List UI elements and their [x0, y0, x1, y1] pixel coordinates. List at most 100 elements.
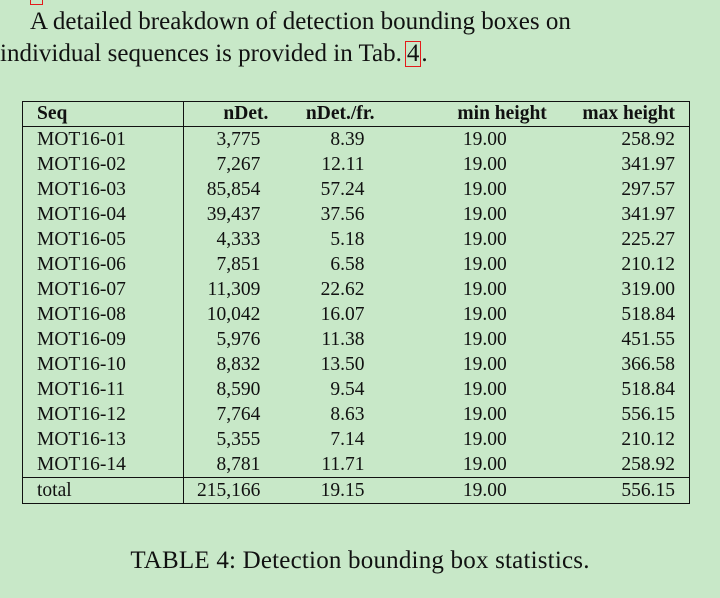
table-total-row: total 215,166 19.15 19.00 556.15: [22, 477, 690, 504]
cell-seq: MOT16-10: [22, 352, 185, 377]
cell-ndet-per-frame: 8.39: [330, 129, 365, 150]
header-seq: Seq: [22, 101, 185, 127]
cell-max-height: 341.97: [621, 154, 675, 175]
cell-max-height: 451.55: [621, 329, 675, 350]
cell-max-height: 297.57: [621, 179, 675, 200]
cell-min-height: 19.00: [462, 429, 507, 450]
cell-ndet-per-frame: 8.63: [330, 404, 365, 425]
cell-seq: MOT16-07: [22, 277, 185, 302]
total-max-height: 556.15: [568, 477, 690, 504]
cell-max-height: 258.92: [621, 129, 675, 150]
cell-max-height: 210.12: [621, 254, 675, 275]
cell-min-height: 19.00: [462, 179, 507, 200]
table-row: MOT16-07 11,309 22.62 19.00 319.00: [22, 277, 690, 302]
cell-ndet: 7,851: [216, 254, 261, 275]
total-ndet-per-frame: 19.15: [278, 477, 391, 504]
cell-seq: MOT16-04: [22, 202, 185, 227]
cell-seq: MOT16-11: [22, 377, 185, 402]
table-body: MOT16-01 3,775 8.39 19.00 258.92 MOT16-02 7,26…: [22, 126, 690, 478]
cell-min-height: 19.00: [462, 454, 507, 475]
cell-ndet-per-frame: 11.71: [321, 454, 365, 475]
cell-max-height: 258.92: [621, 454, 675, 475]
cell-ndet: 4,333: [216, 229, 261, 250]
cell-ndet: 3,775: [216, 129, 261, 150]
cell-ndet: 7,267: [216, 154, 261, 175]
table-row: MOT16-12 7,764 8.63 19.00 556.15: [22, 402, 690, 427]
table-row: MOT16-11 8,590 9.54 19.00 518.84: [22, 377, 690, 402]
cell-ndet-per-frame: 57.24: [320, 179, 365, 200]
clipped-reference-link-box[interactable]: [30, 0, 43, 5]
header-ndet: nDet.: [183, 101, 279, 127]
total-ndet: 215,166: [183, 477, 279, 504]
cell-ndet: 39,437: [206, 204, 261, 225]
cell-ndet-per-frame: 37.56: [320, 204, 365, 225]
cell-min-height: 19.00: [462, 329, 507, 350]
cell-ndet-per-frame: 22.62: [320, 279, 365, 300]
cell-ndet-per-frame: 11.38: [321, 329, 365, 350]
cell-seq: MOT16-01: [22, 126, 185, 152]
body-paragraph: A detailed breakdown of detection boundi…: [0, 6, 720, 70]
table-row: MOT16-14 8,781 11.71 19.00 258.92: [22, 452, 690, 478]
total-label: total: [22, 477, 185, 504]
table-reference-link[interactable]: 4: [404, 40, 422, 67]
table-header-row: Seq nDet. nDet./fr. min height max heigh…: [22, 101, 690, 127]
table-row: MOT16-04 39,437 37.56 19.00 341.97: [22, 202, 690, 227]
cell-min-height: 19.00: [462, 304, 507, 325]
table-row: MOT16-02 7,267 12.11 19.00 341.97: [22, 152, 690, 177]
cell-ndet: 8,590: [216, 379, 261, 400]
paragraph-line-2: individual sequences is provided in Tab.…: [0, 38, 720, 70]
detection-stats-table-container: Seq nDet. nDet./fr. min height max heigh…: [22, 101, 690, 504]
paragraph-line-1: A detailed breakdown of detection boundi…: [30, 8, 571, 35]
cell-min-height: 19.00: [462, 229, 507, 250]
cell-ndet: 11,309: [207, 279, 261, 300]
cell-seq: MOT16-06: [22, 252, 185, 277]
cell-ndet-per-frame: 7.14: [330, 429, 365, 450]
cell-ndet-per-frame: 5.18: [330, 229, 365, 250]
cell-ndet: 5,976: [216, 329, 261, 350]
header-min-height: min height: [390, 101, 569, 127]
header-ndet-per-frame: nDet./fr.: [278, 101, 391, 127]
cell-seq: MOT16-08: [22, 302, 185, 327]
cell-seq: MOT16-05: [22, 227, 185, 252]
detection-stats-table: Seq nDet. nDet./fr. min height max heigh…: [22, 101, 690, 504]
cell-seq: MOT16-12: [22, 402, 185, 427]
paragraph-line-2-text: individual sequences is provided in Tab.: [0, 40, 402, 67]
cell-min-height: 19.00: [462, 129, 507, 150]
table-row: MOT16-03 85,854 57.24 19.00 297.57: [22, 177, 690, 202]
cell-ndet: 8,832: [216, 354, 261, 375]
cell-max-height: 319.00: [621, 279, 675, 300]
cell-ndet-per-frame: 16.07: [320, 304, 365, 325]
header-max-height: max height: [568, 101, 690, 127]
cell-ndet-per-frame: 6.58: [330, 254, 365, 275]
cell-max-height: 556.15: [621, 404, 675, 425]
total-min-height: 19.00: [390, 477, 569, 504]
paragraph-line-2-end: .: [421, 40, 428, 67]
cell-seq: MOT16-02: [22, 152, 185, 177]
table-row: MOT16-01 3,775 8.39 19.00 258.92: [22, 126, 690, 152]
cell-max-height: 366.58: [621, 354, 675, 375]
cell-ndet: 7,764: [216, 404, 261, 425]
cell-max-height: 518.84: [621, 304, 675, 325]
cell-seq: MOT16-03: [22, 177, 185, 202]
cell-max-height: 210.12: [621, 429, 675, 450]
cell-min-height: 19.00: [462, 404, 507, 425]
cell-min-height: 19.00: [462, 379, 507, 400]
table-row: MOT16-10 8,832 13.50 19.00 366.58: [22, 352, 690, 377]
cell-min-height: 19.00: [462, 204, 507, 225]
table-row: MOT16-08 10,042 16.07 19.00 518.84: [22, 302, 690, 327]
cell-ndet: 5,355: [216, 429, 261, 450]
cell-ndet: 8,781: [216, 454, 261, 475]
table-row: MOT16-06 7,851 6.58 19.00 210.12: [22, 252, 690, 277]
cell-max-height: 518.84: [621, 379, 675, 400]
table-row: MOT16-05 4,333 5.18 19.00 225.27: [22, 227, 690, 252]
cell-min-height: 19.00: [462, 154, 507, 175]
cell-max-height: 225.27: [621, 229, 675, 250]
cell-ndet-per-frame: 12.11: [321, 154, 365, 175]
cell-ndet-per-frame: 9.54: [330, 379, 365, 400]
cell-ndet-per-frame: 13.50: [320, 354, 365, 375]
table-row: MOT16-09 5,976 11.38 19.00 451.55: [22, 327, 690, 352]
table-row: MOT16-13 5,355 7.14 19.00 210.12: [22, 427, 690, 452]
cell-min-height: 19.00: [462, 354, 507, 375]
cell-max-height: 341.97: [621, 204, 675, 225]
table-caption: TABLE 4: Detection bounding box statisti…: [130, 547, 590, 574]
